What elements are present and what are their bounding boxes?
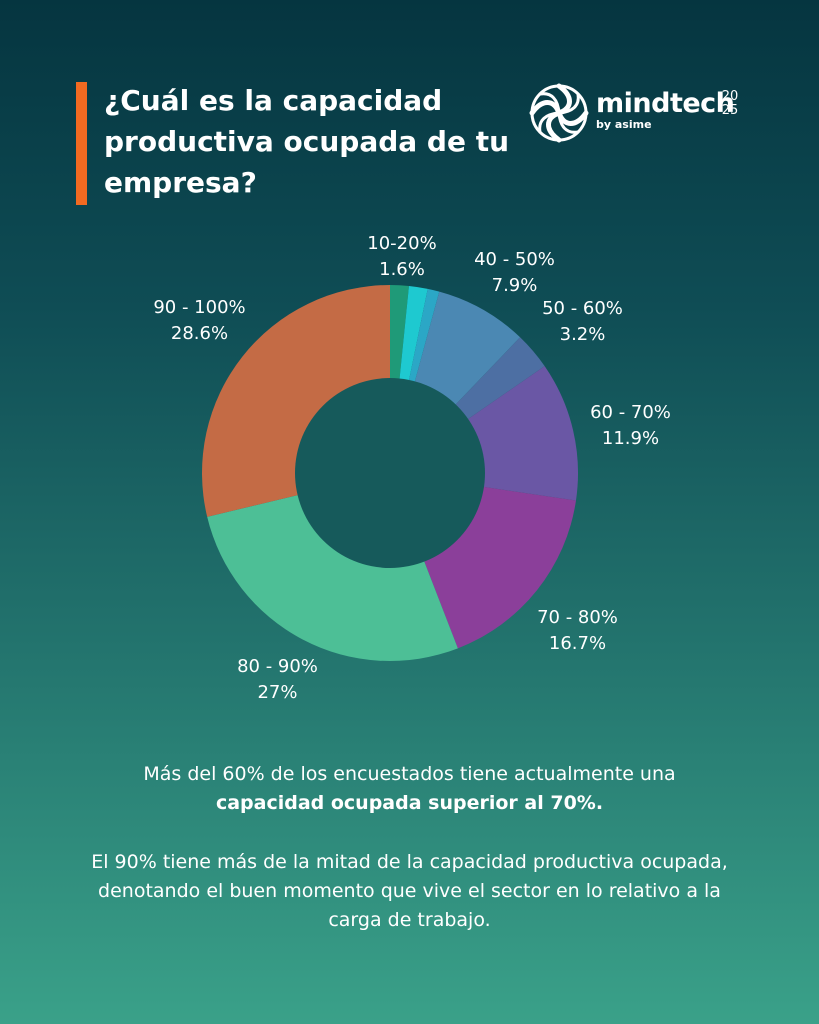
logo-name: mindtech <box>596 88 735 119</box>
summary-paragraph-1: Más del 60% de los encuestados tiene act… <box>60 760 759 818</box>
summary-paragraph-1-text: Más del 60% de los encuestados tiene act… <box>143 763 676 785</box>
label-60-70: 60 - 70% 11.9% <box>573 400 688 452</box>
label-40-50: 40 - 50% 7.9% <box>457 247 572 299</box>
label-50-60-category: 50 - 60% <box>542 298 623 319</box>
label-70-80-value: 16.7% <box>548 633 607 654</box>
logo-subtitle: by asime <box>596 118 652 131</box>
donut-hole <box>295 378 485 568</box>
page-title: ¿Cuál es la capacidad productiva ocupada… <box>104 84 510 199</box>
logo-year-top: 20 <box>721 89 739 104</box>
donut-chart <box>201 285 578 661</box>
summary-paragraph-1-highlight: capacidad ocupada superior al 70%. <box>215 792 604 814</box>
summary-paragraph-2: El 90% tiene más de la mitad de la capac… <box>91 851 728 931</box>
label-70-80-category: 70 - 80% <box>537 607 618 628</box>
title-accent-bar <box>76 82 87 205</box>
label-90-100-category: 90 - 100% <box>153 297 246 318</box>
label-80-90-value: 27% <box>257 682 298 703</box>
label-40-50-category: 40 - 50% <box>474 249 555 270</box>
label-80-90-category: 80 - 90% <box>237 656 318 677</box>
label-10-20-category: 10-20% <box>367 233 437 254</box>
swirl-logo-icon <box>529 83 589 143</box>
label-70-80: 70 - 80% 16.7% <box>520 605 635 657</box>
label-50-60-value: 3.2% <box>559 324 606 345</box>
label-90-100-value: 28.6% <box>170 323 229 344</box>
logo-year-bottom: 25 <box>721 103 739 118</box>
label-90-100: 90 - 100% 28.6% <box>137 295 262 347</box>
mindtech-logo: mindtech by asime 20 25 <box>528 82 748 146</box>
label-40-50-value: 7.9% <box>491 275 538 296</box>
label-60-70-category: 60 - 70% <box>590 402 671 423</box>
label-50-60: 50 - 60% 3.2% <box>525 296 640 348</box>
label-80-90: 80 - 90% 27% <box>220 654 335 706</box>
logo-year: 20 25 <box>718 90 742 118</box>
label-10-20: 10-20% 1.6% <box>347 231 457 283</box>
label-10-20-value: 1.6% <box>379 259 425 280</box>
label-60-70-value: 11.9% <box>601 428 660 449</box>
